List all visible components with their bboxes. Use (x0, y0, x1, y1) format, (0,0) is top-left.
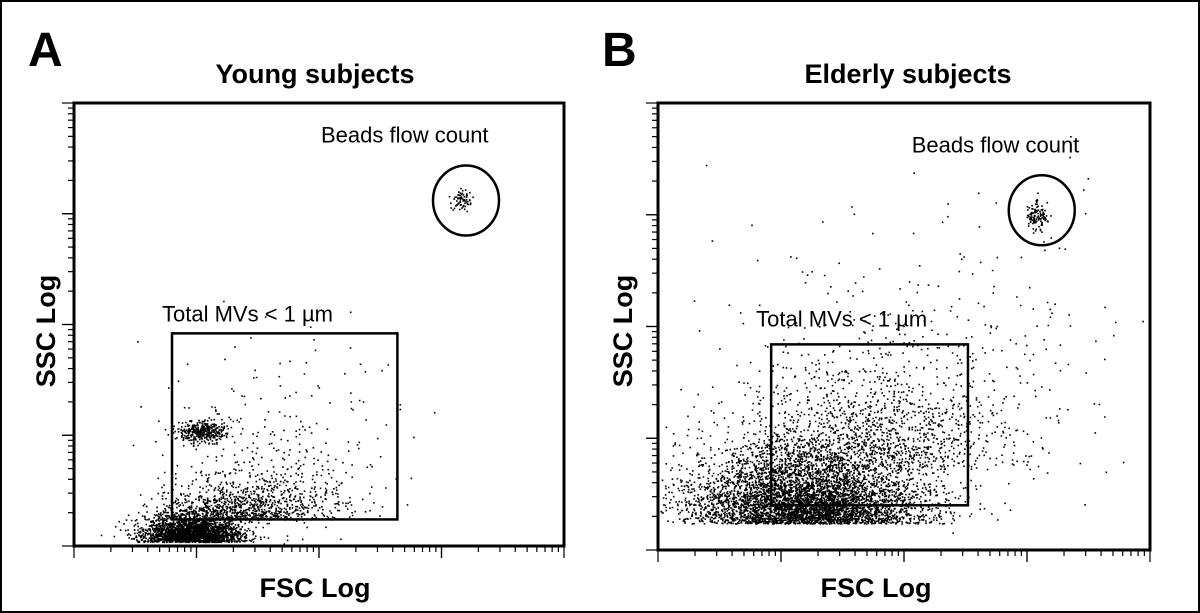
panel-a-ticks (62, 102, 565, 558)
event-population-1 (660, 396, 1010, 525)
panel-b-plot-frame (656, 101, 1152, 552)
panel-b-xlabel: FSC Log (821, 573, 932, 603)
panel-b-mv-gate-label: Total MVs < 1 µm (756, 306, 927, 331)
panel-a-ylabel: SSC Log (31, 275, 61, 388)
panel-b-mv-gate (769, 343, 970, 507)
panel-a-xlabel: FSC Log (260, 573, 371, 603)
panel-a-title: Young subjects (215, 59, 414, 89)
event-population-3 (164, 416, 242, 451)
panel-a-plot: Total MVs < 1 µm Beads flow count (62, 101, 566, 558)
event-population-4 (1026, 192, 1052, 234)
panel-b-beads-gate-label: Beads flow count (912, 132, 1080, 157)
panel-a-beads-gate (431, 164, 501, 237)
panel-a-plot-frame (72, 101, 566, 548)
panel-a-mv-gate-label: Total MVs < 1 µm (162, 301, 333, 326)
panel-b-beads-gate (1007, 174, 1077, 247)
panel-b-title: Elderly subjects (804, 59, 1011, 89)
panel-b-ylabel: SSC Log (608, 275, 638, 388)
panel-a-beads-gate-label: Beads flow count (321, 122, 489, 147)
panel-b-events (660, 136, 1144, 534)
event-population-2 (137, 433, 387, 521)
panel-a-events (100, 187, 474, 545)
panel-a-mv-gate (170, 332, 399, 521)
event-population-5 (448, 187, 474, 213)
panel-a-letter: A (28, 24, 63, 77)
panel-b-ticks (646, 102, 1151, 562)
panel-b-plot: Total MVs < 1 µm Beads flow count (646, 101, 1152, 562)
panel-b-letter: B (602, 24, 637, 77)
